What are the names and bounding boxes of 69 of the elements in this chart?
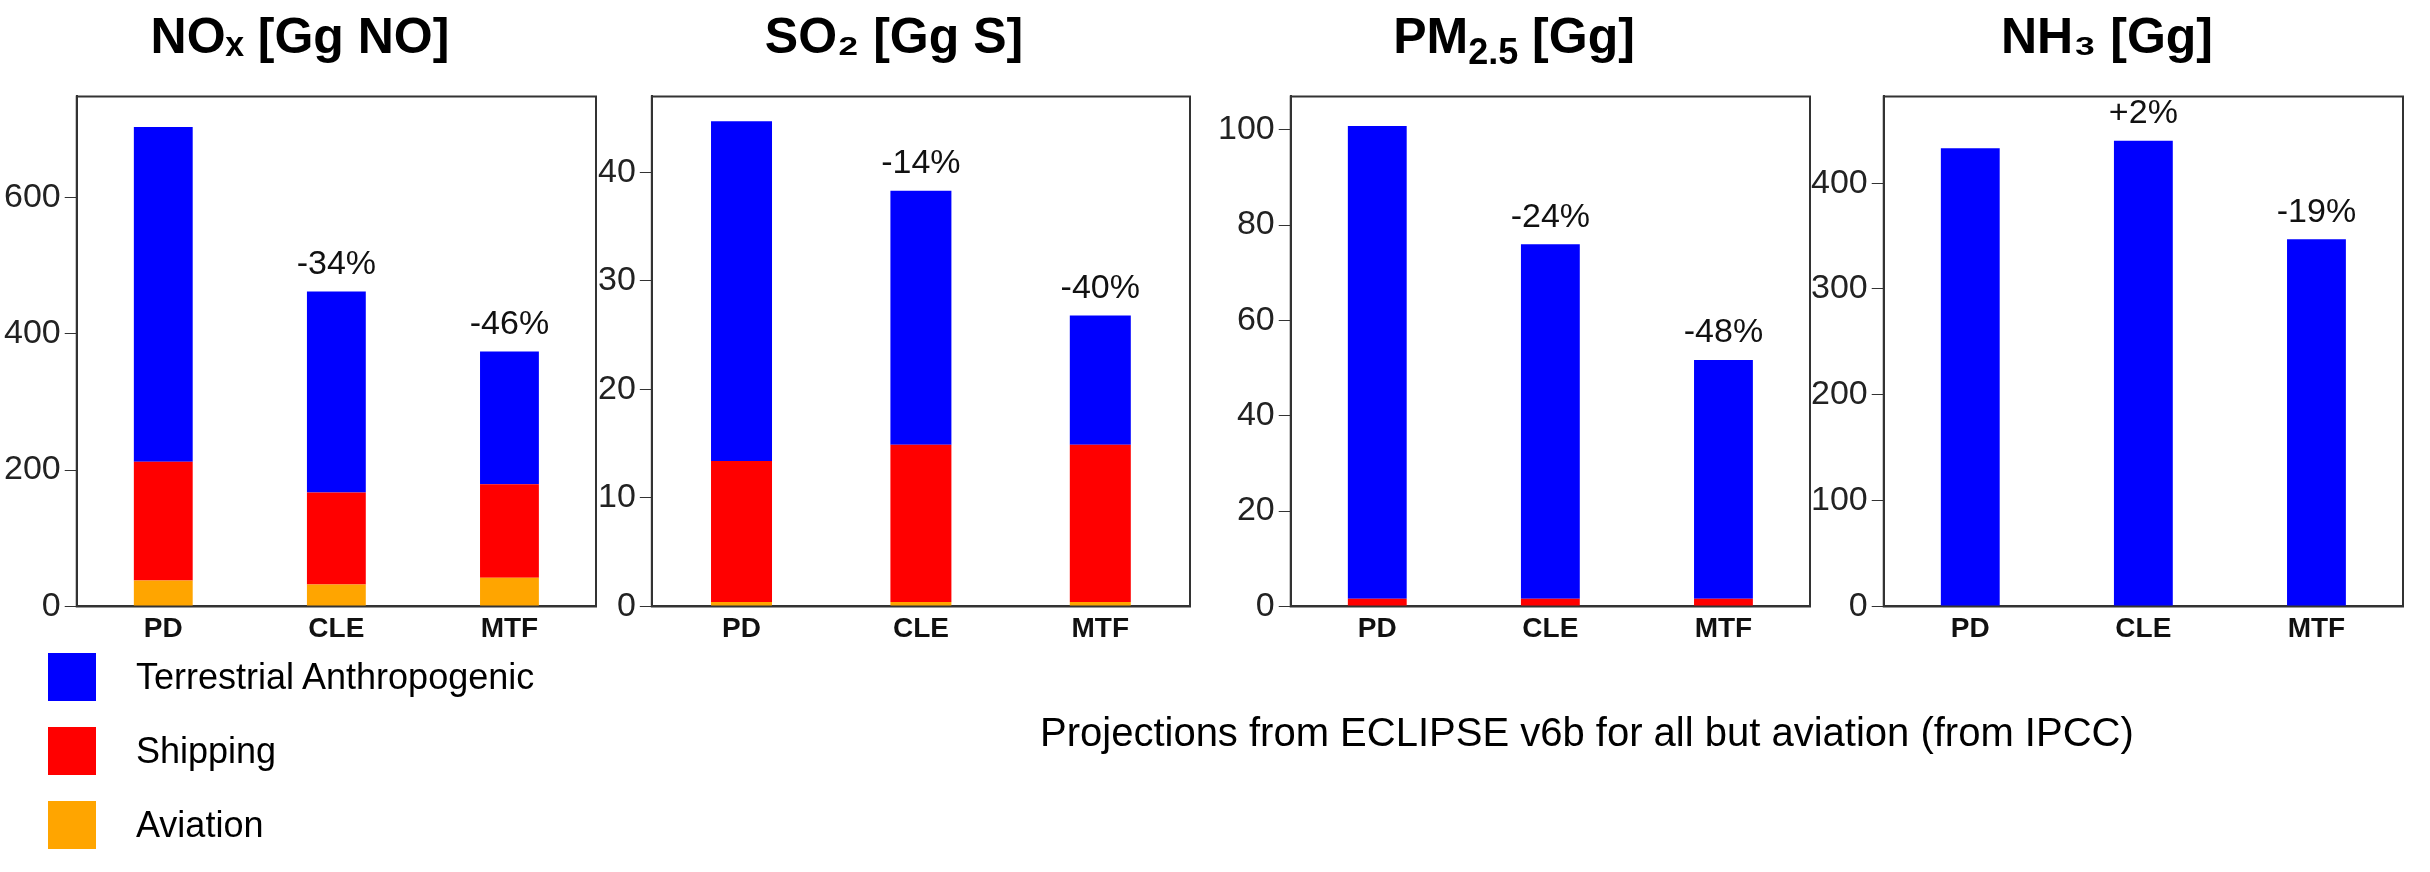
- annotation: -34%: [296, 242, 377, 281]
- annotation: -46%: [469, 302, 550, 341]
- x-tick-label: PD: [1950, 611, 1990, 643]
- bar: [480, 484, 539, 578]
- chart-title: NOₓ [Gg NO]: [149, 7, 451, 66]
- chart-title: PM$_{2.5}$ [Gg]: [1392, 7, 1636, 72]
- chart-title: SO₂ [Gg S]: [763, 7, 1025, 66]
- y-tick-label: 40: [1236, 394, 1275, 433]
- x-tick-label: CLE: [2115, 611, 2172, 643]
- y-tick-label: 100: [1810, 478, 1868, 517]
- annotation: -14%: [881, 142, 961, 181]
- y-tick-label: 200: [1810, 373, 1868, 412]
- x-tick-label: PD: [722, 611, 761, 643]
- x-tick-label: MTF: [2287, 611, 2346, 643]
- bar: [2287, 239, 2346, 606]
- legend-label: Terrestrial Anthropogenic: [136, 656, 535, 698]
- y-tick-label: 100: [1217, 108, 1275, 147]
- annotation: -24%: [1510, 195, 1591, 234]
- y-tick-label: 10: [597, 476, 636, 515]
- y-tick-label: 0: [616, 584, 636, 623]
- x-tick-label: MTF: [480, 611, 539, 643]
- y-tick-label: 30: [597, 259, 636, 298]
- bar: [306, 584, 366, 606]
- y-tick-label: 300: [1810, 267, 1868, 306]
- bar: [2113, 140, 2173, 606]
- annotation: -19%: [2276, 190, 2357, 229]
- bar: [480, 351, 539, 485]
- bar: [890, 444, 952, 603]
- bar: [1520, 244, 1580, 599]
- x-tick-label: MTF: [1694, 611, 1753, 643]
- x-tick-label: PD: [1357, 611, 1397, 643]
- bar: [711, 461, 773, 603]
- y-tick-label: 80: [1236, 203, 1275, 242]
- x-tick-label: CLE: [892, 611, 949, 643]
- annotation: -48%: [1683, 311, 1764, 350]
- y-tick-label: 60: [1236, 298, 1275, 337]
- bar: [133, 461, 193, 581]
- legend-label: Aviation: [136, 804, 264, 846]
- y-tick-label: 0: [41, 584, 61, 623]
- bar: [1069, 444, 1131, 603]
- bar: [1694, 359, 1753, 599]
- x-tick-label: CLE: [308, 611, 365, 643]
- y-tick-label: 400: [1810, 161, 1868, 200]
- annotation: -40%: [1060, 266, 1140, 305]
- bar: [1940, 148, 2000, 606]
- bar: [1069, 315, 1131, 445]
- bar: [133, 580, 193, 606]
- y-tick-label: 20: [1236, 489, 1275, 528]
- bar: [711, 121, 773, 461]
- bar: [890, 190, 952, 445]
- legend-label: Shipping: [136, 730, 277, 772]
- y-tick-label: 0: [1848, 584, 1868, 623]
- bar: [480, 577, 539, 606]
- text: Projections from ECLIPSE v6b for all but aviation (from IPCC): [1040, 710, 2134, 755]
- x-tick-label: MTF: [1071, 611, 1130, 643]
- bar: [133, 127, 193, 462]
- bar: [306, 291, 366, 493]
- y-tick-label: 0: [1255, 584, 1275, 623]
- bar: [306, 492, 366, 585]
- chart-title: NH₃ [Gg]: [2000, 7, 2214, 66]
- y-tick-label: 20: [597, 367, 636, 406]
- y-tick-label: 600: [3, 175, 61, 214]
- y-tick-label: 40: [597, 150, 636, 189]
- y-tick-label: 200: [3, 448, 61, 487]
- bar: [1347, 125, 1407, 599]
- y-tick-label: 400: [3, 312, 61, 351]
- x-tick-label: PD: [143, 611, 183, 643]
- x-tick-label: CLE: [1522, 611, 1579, 643]
- annotation: +2%: [2108, 92, 2178, 131]
